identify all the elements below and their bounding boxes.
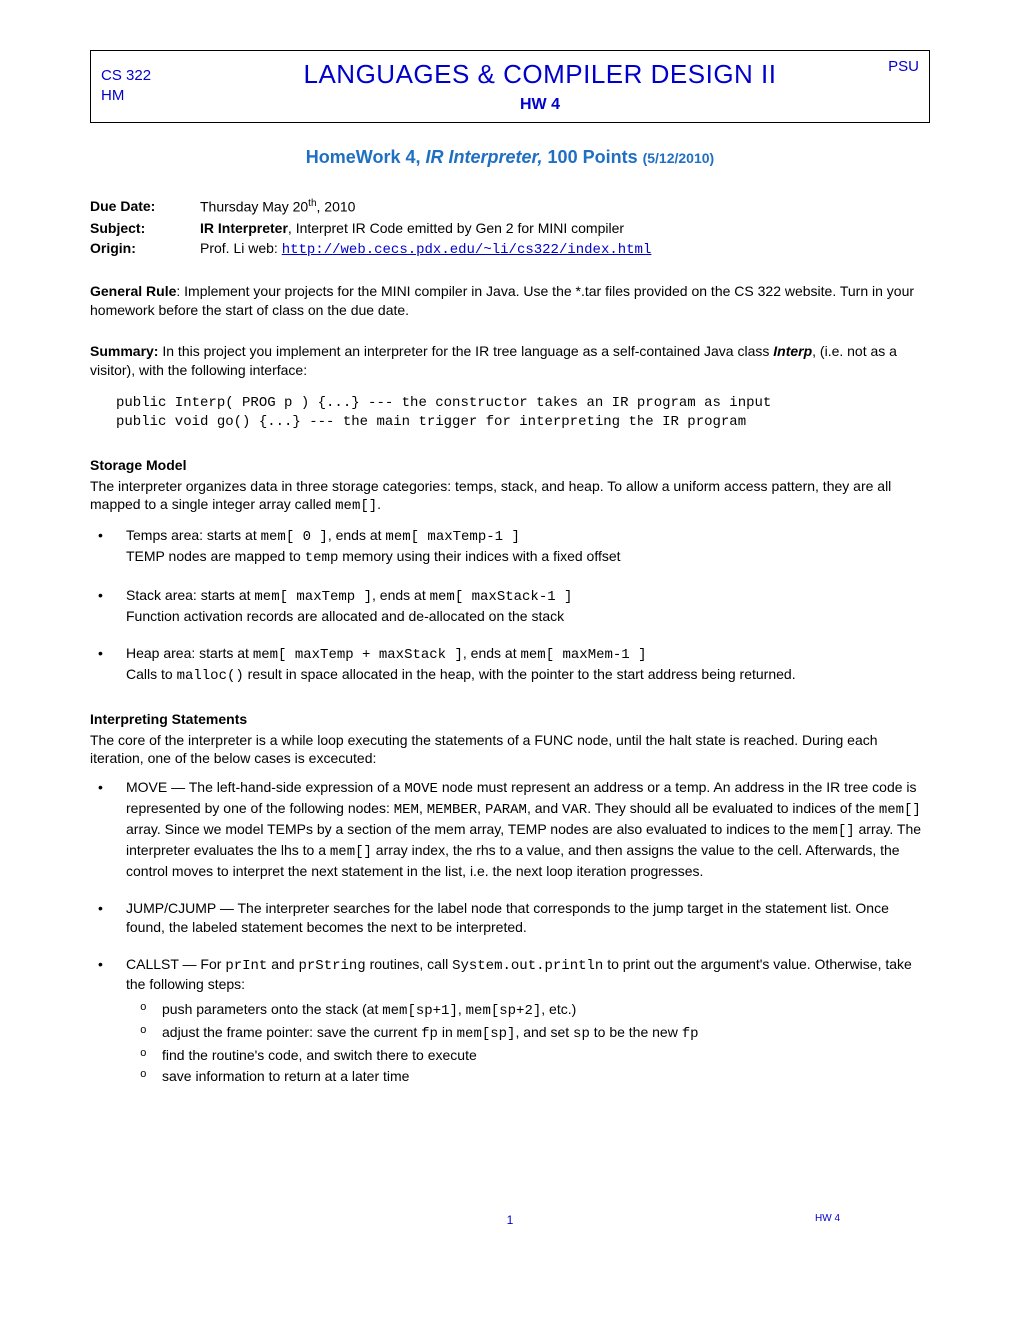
general-rule-label: General Rule [90,283,176,299]
summary-label: Summary: [90,343,158,359]
sub-save-return: save information to return at a later ti… [126,1067,930,1086]
title-prefix: HomeWork 4, [306,147,426,167]
summary-section: Summary: In this project you implement a… [90,342,930,380]
origin-row: Origin: Prof. Li web: http://web.cecs.pd… [90,239,930,260]
general-rule-text: : Implement your projects for the MINI c… [90,283,914,318]
title-italic: IR Interpreter, [426,147,543,167]
bullet-callst: CALLST — For prInt and prString routines… [90,955,930,1086]
hw-number: HW 4 [231,94,849,116]
course-code: CS 322 [101,66,221,86]
sub-push: push parameters onto the stack (at mem[s… [126,1000,930,1021]
interp-intro: The core of the interpreter is a while l… [90,731,930,769]
sub-find-code: find the routine's code, and switch ther… [126,1046,930,1065]
course-title: LANGUAGES & COMPILER DESIGN II [231,57,849,92]
sub-adjust-fp: adjust the frame pointer: save the curre… [126,1023,930,1044]
due-row: Due Date: Thursday May 20th, 2010 [90,197,930,217]
page-number: 1 [507,1212,514,1228]
callst-substeps: push parameters onto the stack (at mem[s… [126,1000,930,1086]
subject-value: IR Interpreter, Interpret IR Code emitte… [200,219,930,238]
bullet-jump: JUMP/CJUMP — The interpreter searches fo… [90,899,930,937]
bullet-move: MOVE — The left-hand-side expression of … [90,778,930,880]
interp-head: Interpreting Statements [90,710,930,729]
interp-bullets: MOVE — The left-hand-side expression of … [90,778,930,1086]
psu-label: PSU [888,58,919,75]
header-box: CS 322 HM LANGUAGES & COMPILER DESIGN II… [90,50,930,123]
footer-hw-tag: HW 4 [815,1212,840,1226]
due-value: Thursday May 20th, 2010 [200,197,930,217]
storage-intro: The interpreter organizes data in three … [90,477,930,517]
storage-bullets: Temps area: starts at mem[ 0 ], ends at … [90,526,930,685]
origin-link[interactable]: http://web.cecs.pdx.edu/~li/cs322/index.… [282,242,652,258]
storage-head: Storage Model [90,456,930,475]
title-suffix: 100 Points [543,147,643,167]
storage-bullet-heap: Heap area: starts at mem[ maxTemp + maxS… [90,644,930,686]
storage-bullet-temps: Temps area: starts at mem[ 0 ], ends at … [90,526,930,568]
header-center: LANGUAGES & COMPILER DESIGN II HW 4 [231,51,849,122]
general-rule-section: General Rule: Implement your projects fo… [90,282,930,320]
main-title: HomeWork 4, IR Interpreter, 100 Points (… [90,145,930,169]
code-block: public Interp( PROG p ) {...} --- the co… [116,394,930,432]
header-right: PSU [849,51,929,122]
due-label: Due Date: [90,197,200,217]
subject-row: Subject: IR Interpreter, Interpret IR Co… [90,219,930,238]
origin-label: Origin: [90,239,200,260]
subject-label: Subject: [90,219,200,238]
origin-value: Prof. Li web: http://web.cecs.pdx.edu/~l… [200,239,930,260]
title-date: (5/12/2010) [643,150,715,166]
page-footer: 1 HW 4 [180,1212,840,1228]
storage-bullet-stack: Stack area: starts at mem[ maxTemp ], en… [90,586,930,626]
header-left: CS 322 HM [91,51,231,122]
hm-label: HM [101,86,221,106]
